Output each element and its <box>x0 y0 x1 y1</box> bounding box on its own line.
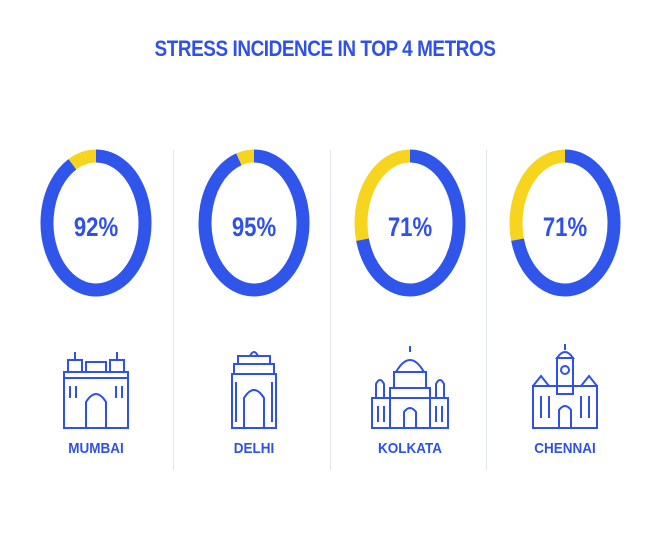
donut-remainder-segment <box>509 149 566 241</box>
percentage-label: 71% <box>387 212 433 242</box>
city-label-delhi: DELHI <box>233 440 275 457</box>
donut-remainder-segment <box>354 149 411 241</box>
donut-chart-kolkata <box>353 148 467 298</box>
percentage-label: 92% <box>73 212 119 242</box>
divider <box>173 150 174 470</box>
donut-svg <box>40 149 152 297</box>
donut-svg <box>198 149 310 297</box>
donut-value-segment <box>198 149 310 297</box>
donut-chart-mumbai <box>39 148 153 298</box>
chart-title: STRESS INCIDENCE IN TOP 4 METROS <box>154 36 496 61</box>
percentage-label: 95% <box>231 212 277 242</box>
city-label-kolkata: KOLKATA <box>377 440 442 457</box>
divider <box>486 150 487 470</box>
metro-panel-mumbai: 92% MUMBAI <box>18 140 174 470</box>
metro-panel-kolkata: 71% KOLKATA <box>332 140 488 470</box>
donut-svg <box>354 149 466 297</box>
city-label-mumbai: MUMBAI <box>68 440 124 457</box>
donut-value-segment <box>511 149 621 297</box>
victoria-memorial-icon <box>371 346 449 429</box>
donut-chart-chennai <box>508 148 622 298</box>
donut-chart-delhi <box>197 148 311 298</box>
donut-svg <box>509 149 621 297</box>
metro-panel-chennai: 71% CHENNAI <box>487 140 643 470</box>
donut-value-segment <box>40 149 152 297</box>
india-gate-icon <box>231 351 277 429</box>
percentage-label: 71% <box>542 212 588 242</box>
city-label-chennai: CHENNAI <box>534 440 596 457</box>
donut-remainder-segment <box>236 149 255 166</box>
metro-panel-delhi: 95% DELHI <box>176 140 332 470</box>
donut-value-segment <box>356 149 466 297</box>
donut-remainder-segment <box>68 149 97 170</box>
chennai-central-icon <box>532 344 598 429</box>
gateway-of-india-icon <box>63 352 129 429</box>
divider <box>330 150 331 470</box>
